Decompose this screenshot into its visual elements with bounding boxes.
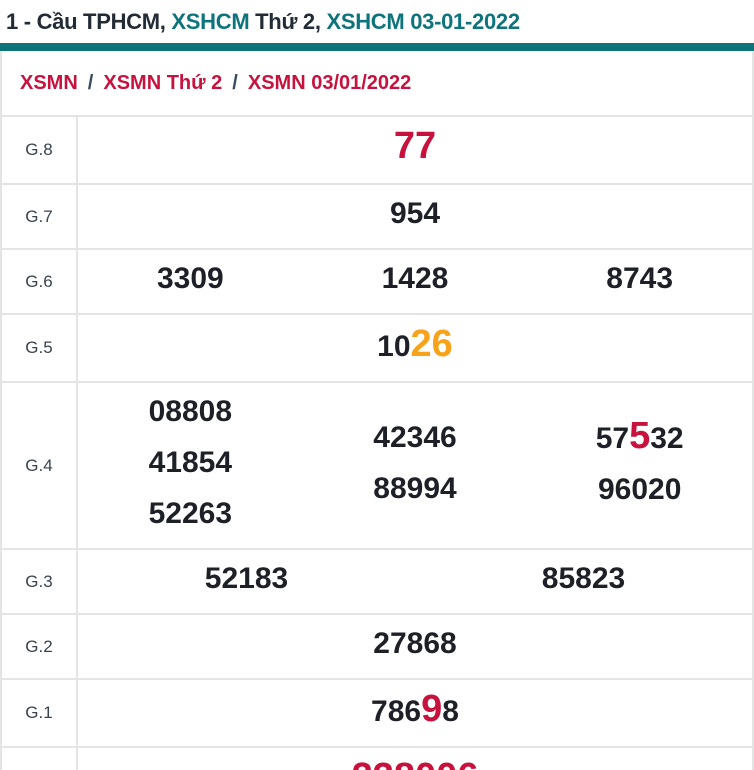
digit-segment: 1428 bbox=[381, 262, 449, 295]
prize-label: G.6 bbox=[2, 250, 78, 313]
digit-segment: 786 bbox=[371, 695, 422, 728]
prize-label: G.7 bbox=[2, 185, 78, 248]
prize-column: 1428 bbox=[303, 256, 528, 307]
prize-number: 238006 bbox=[352, 754, 479, 770]
prize-column: 27868 bbox=[78, 621, 752, 672]
digit-segment: 8 bbox=[442, 695, 459, 728]
prize-number: 52183 bbox=[205, 556, 288, 607]
prize-row-g3: G.3 52183 85823 bbox=[2, 548, 752, 613]
breadcrumb-link-xsmn-thu2[interactable]: XSMN Thứ 2 bbox=[103, 71, 223, 94]
page-title-text: Thứ 2, bbox=[249, 9, 327, 34]
prize-values: 1026 bbox=[78, 315, 752, 381]
highlighted-digit-segment: 5 bbox=[629, 415, 651, 457]
page-title-link-date: XSHCM 03-01-2022 bbox=[326, 9, 520, 34]
prize-row-g8: G.8 77 bbox=[2, 115, 752, 183]
prize-number: 8743 bbox=[606, 256, 673, 307]
prize-column: 8743 bbox=[527, 256, 752, 307]
breadcrumb: XSMN / XSMN Thứ 2 / XSMN 03/01/2022 bbox=[2, 51, 752, 115]
page-title: 1 - Cầu TPHCM, XSHCM Thứ 2, XSHCM 03-01-… bbox=[0, 0, 754, 43]
prize-label: G.2 bbox=[2, 615, 78, 678]
prize-column: 52183 bbox=[78, 556, 415, 607]
highlighted-digit-segment: 238006 bbox=[352, 756, 479, 770]
digit-segment: 10 bbox=[377, 330, 411, 363]
prize-column: 3309 bbox=[78, 256, 303, 307]
prize-values: 238006 bbox=[78, 748, 752, 770]
prize-number: 78698 bbox=[371, 686, 459, 740]
prize-number: 77 bbox=[394, 123, 436, 177]
prize-values: 27868 bbox=[78, 615, 752, 678]
prize-number: 41854 bbox=[149, 440, 232, 491]
prize-values: 08808 41854 52263 42346 88994 57532 96020 bbox=[78, 383, 752, 548]
prize-label: G.8 bbox=[2, 117, 78, 183]
prize-values: 78698 bbox=[78, 680, 752, 746]
breadcrumb-separator: / bbox=[87, 71, 94, 94]
prize-number: 96020 bbox=[598, 467, 681, 518]
prize-label: G.5 bbox=[2, 315, 78, 381]
prize-number: 1026 bbox=[377, 321, 453, 375]
prize-column: 08808 41854 52263 bbox=[78, 389, 303, 542]
highlighted-digit-segment: 77 bbox=[393, 125, 437, 167]
prize-row-g7: G.7 954 bbox=[2, 183, 752, 248]
prize-number: 42346 bbox=[373, 415, 456, 466]
breadcrumb-separator: / bbox=[232, 71, 238, 94]
prize-number: 88994 bbox=[373, 466, 456, 517]
prize-label: DB6 bbox=[2, 748, 78, 770]
results-table: G.8 77 G.7 954 G.6 3309 1428 8743 G.5 1026 G.4 0880… bbox=[2, 115, 752, 770]
prize-values: 52183 85823 bbox=[78, 550, 752, 613]
prize-column: 85823 bbox=[415, 556, 752, 607]
digit-segment: 96020 bbox=[597, 473, 682, 506]
digit-segment: 52263 bbox=[148, 497, 233, 530]
prize-number: 52263 bbox=[149, 491, 232, 542]
digit-segment: 52183 bbox=[204, 562, 289, 595]
prize-row-g2: G.2 27868 bbox=[2, 613, 752, 678]
page-title-text: 1 - Cầu TPHCM, bbox=[6, 9, 172, 34]
teal-accent-bar bbox=[0, 43, 754, 51]
highlighted-digit-segment: 9 bbox=[421, 688, 443, 730]
prize-label: G.3 bbox=[2, 550, 78, 613]
prize-row-g5: G.5 1026 bbox=[2, 313, 752, 381]
prize-label: G.4 bbox=[2, 383, 78, 548]
prize-row-g4: G.4 08808 41854 52263 42346 88994 57532 96020 bbox=[2, 381, 752, 548]
prize-values: 954 bbox=[78, 185, 752, 248]
prize-number: 3309 bbox=[157, 256, 224, 307]
digit-segment: 41854 bbox=[148, 446, 233, 479]
page-title-link-xshcm: XSHCM bbox=[171, 9, 250, 34]
prize-values: 77 bbox=[78, 117, 752, 183]
prize-column: 954 bbox=[78, 191, 752, 242]
digit-segment: 32 bbox=[650, 422, 684, 455]
prize-number: 08808 bbox=[149, 389, 232, 440]
prize-number: 1428 bbox=[382, 256, 449, 307]
prize-column: 57532 96020 bbox=[527, 389, 752, 542]
prize-row-g6: G.6 3309 1428 8743 bbox=[2, 248, 752, 313]
breadcrumb-link-xsmn[interactable]: XSMN bbox=[20, 71, 78, 94]
digit-segment: 08808 bbox=[148, 395, 233, 428]
prize-column: 238006 bbox=[78, 754, 752, 770]
prize-row-db6: DB6 238006 bbox=[2, 746, 752, 770]
digit-segment: 27868 bbox=[373, 627, 457, 660]
digit-segment: 57 bbox=[595, 422, 630, 455]
digit-segment: 85823 bbox=[541, 562, 626, 595]
digit-segment: 42346 bbox=[373, 420, 457, 454]
prize-number: 954 bbox=[390, 191, 440, 242]
digit-segment: 954 bbox=[389, 197, 441, 230]
digit-segment: 8743 bbox=[606, 262, 674, 295]
prize-column: 78698 bbox=[78, 686, 752, 740]
digit-segment: 3309 bbox=[156, 262, 224, 295]
highlighted-digit-segment: 26 bbox=[410, 323, 453, 365]
prize-number: 57532 bbox=[596, 413, 684, 467]
digit-segment: 88994 bbox=[373, 471, 457, 505]
prize-number: 27868 bbox=[373, 621, 456, 672]
prize-column: 77 bbox=[78, 123, 752, 177]
prize-column: 42346 88994 bbox=[303, 389, 528, 542]
prize-number: 85823 bbox=[542, 556, 625, 607]
prize-column: 1026 bbox=[78, 321, 752, 375]
results-panel: XSMN / XSMN Thứ 2 / XSMN 03/01/2022 G.8 7… bbox=[0, 51, 754, 770]
prize-values: 3309 1428 8743 bbox=[78, 250, 752, 313]
breadcrumb-link-xsmn-date[interactable]: XSMN 03/01/2022 bbox=[247, 71, 412, 94]
prize-label: G.1 bbox=[2, 680, 78, 746]
prize-row-g1: G.1 78698 bbox=[2, 678, 752, 746]
